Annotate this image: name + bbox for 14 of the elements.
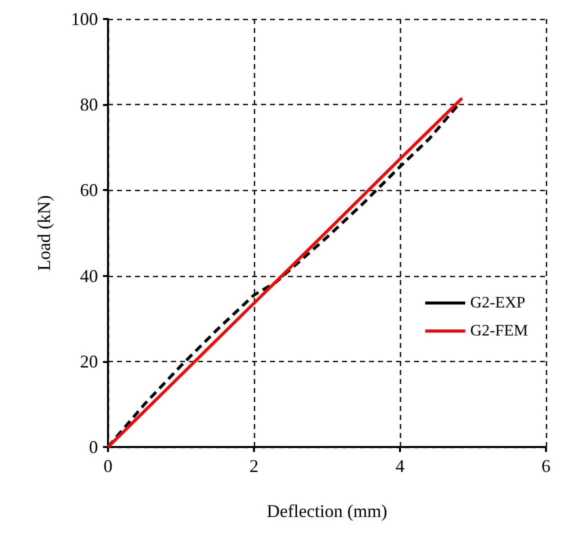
- y-tick-label: 40: [80, 266, 98, 286]
- x-tick-label: 4: [396, 456, 404, 476]
- x-tick-label: 6: [542, 456, 550, 476]
- legend-label: G2-EXP: [470, 294, 526, 312]
- legend-label: G2-FEM: [470, 322, 528, 340]
- y-tick-label: 80: [80, 94, 98, 115]
- y-tick-label: 20: [80, 351, 98, 372]
- x-axis-title: Deflection (mm): [266, 501, 388, 521]
- y-tick-label: 100: [71, 9, 98, 29]
- x-tick-label: 2: [250, 456, 258, 476]
- x-tick-label: 0: [104, 456, 112, 476]
- y-tick-label: 0: [89, 437, 98, 457]
- y-axis-title: Load (kN): [34, 195, 54, 271]
- y-tick-label: 60: [80, 180, 98, 200]
